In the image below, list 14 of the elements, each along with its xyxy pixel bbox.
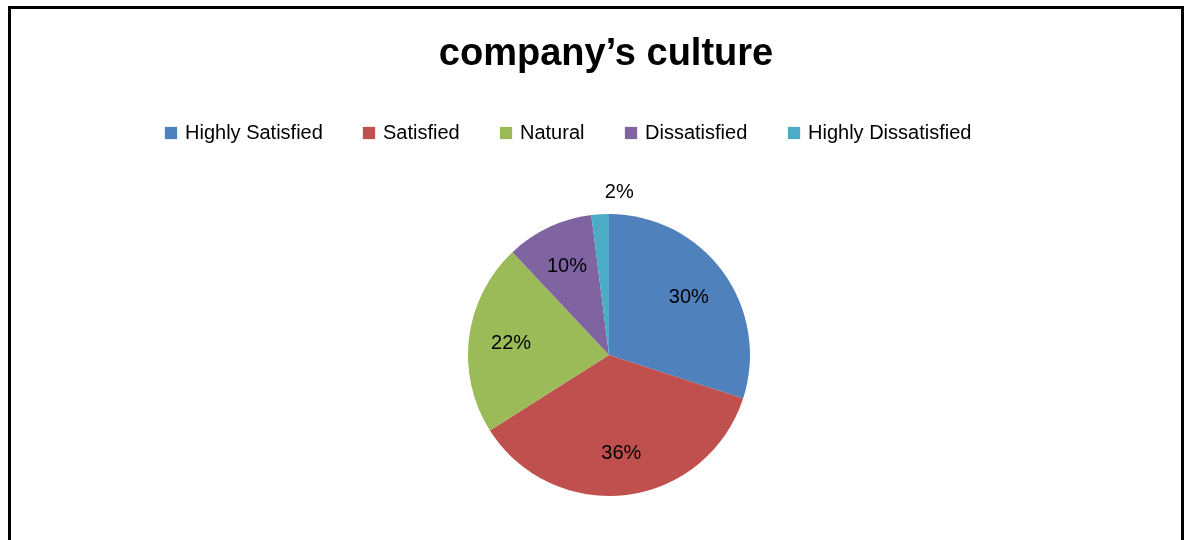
data-label: 30% [668, 284, 710, 307]
data-label: 2% [604, 180, 634, 203]
legend-label: Highly Dissatisfied [808, 121, 972, 143]
data-label: 36% [601, 440, 642, 463]
data-label: 10% [546, 253, 588, 276]
legend-label: Satisfied [383, 121, 460, 143]
pie-slice [468, 252, 609, 431]
legend-label: Highly Satisfied [185, 121, 323, 143]
pie-slice [609, 214, 750, 399]
pie-slice [489, 355, 744, 496]
legend-label: Natural [520, 121, 585, 143]
data-label: 22% [491, 330, 532, 353]
legend-label: Dissatisfied [645, 121, 748, 143]
chart-title: company’s culture [438, 31, 774, 73]
